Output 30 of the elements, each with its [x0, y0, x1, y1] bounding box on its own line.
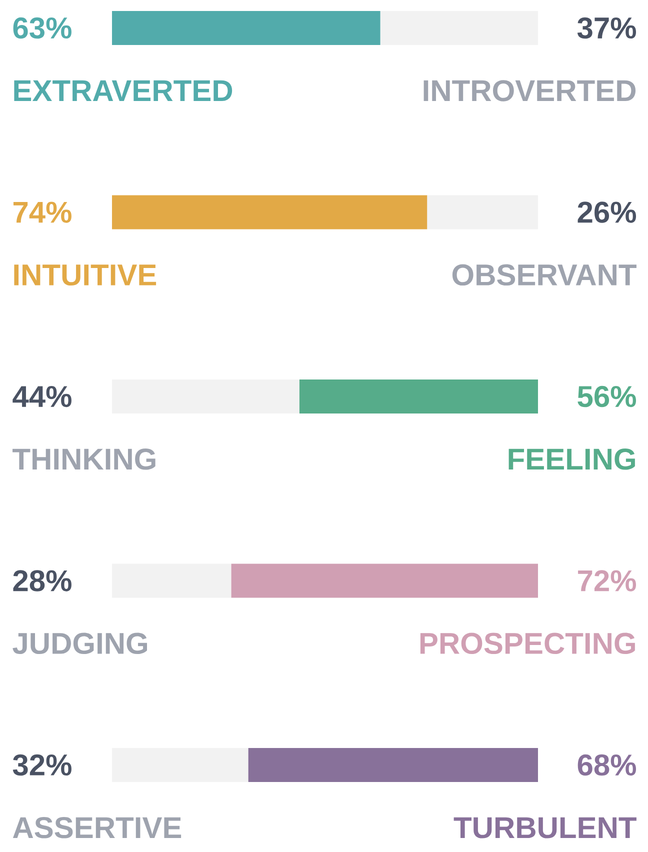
bar	[112, 11, 380, 46]
y-tick-label: EXTRAVERTED	[14, 80, 232, 102]
data-label: 74%	[13, 202, 72, 223]
y-tick-label: INTUITIVE	[14, 264, 156, 286]
data-label: 63%	[13, 17, 72, 39]
bar	[248, 748, 538, 782]
bar	[380, 11, 538, 46]
annotation: OBSERVANT	[452, 264, 636, 286]
data-label: 72%	[578, 570, 636, 592]
bar	[112, 748, 248, 782]
y-tick-label: THINKING	[12, 448, 156, 470]
bar	[299, 380, 538, 414]
y-tick-label: JUDGING	[12, 632, 148, 654]
data-label: 28%	[13, 570, 72, 592]
bar	[427, 195, 538, 230]
annotation: INTROVERTED	[424, 80, 636, 102]
data-label: 68%	[578, 754, 636, 776]
annotation: PROSPECTING	[420, 632, 635, 654]
bar	[231, 564, 538, 598]
bar	[112, 195, 428, 230]
data-label: 26%	[578, 202, 636, 223]
annotation: TURBULENT	[454, 817, 636, 838]
bar	[112, 380, 300, 414]
annotation: FEELING	[508, 448, 635, 470]
data-label: 44%	[12, 386, 72, 408]
data-label: 32%	[12, 754, 72, 776]
bar	[112, 564, 232, 598]
y-tick-label: ASSERTIVE	[12, 817, 182, 838]
data-label: 37%	[577, 17, 636, 39]
data-label: 56%	[578, 386, 636, 408]
